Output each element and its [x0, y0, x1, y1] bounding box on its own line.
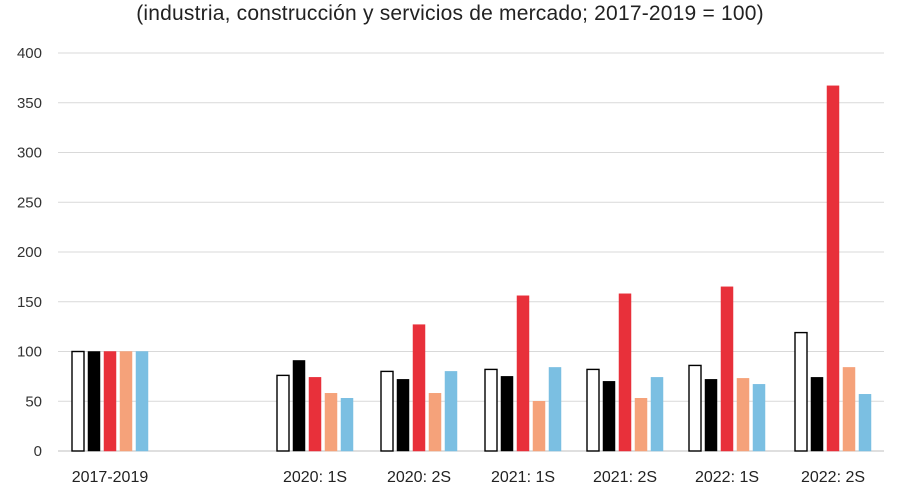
bar [308, 377, 322, 452]
bar [810, 377, 824, 452]
bar [532, 401, 546, 452]
bar [444, 371, 458, 452]
bar [586, 368, 600, 452]
bar [548, 367, 562, 452]
bar [484, 368, 498, 452]
bar [858, 394, 872, 452]
bar [103, 351, 117, 452]
bar [87, 351, 101, 452]
bar [602, 381, 616, 452]
bar [119, 351, 133, 452]
bar [412, 324, 426, 452]
chart-subtitle: (industria, construcción y servicios de … [136, 2, 764, 25]
bar [794, 331, 808, 452]
bar [618, 293, 632, 452]
bar [71, 350, 85, 452]
x-tick-label: 2020: 2S [387, 469, 451, 486]
bar [752, 384, 766, 452]
bar [634, 398, 648, 452]
bar [276, 374, 290, 452]
y-tick-label: 50 [25, 393, 42, 410]
bar [324, 393, 338, 452]
y-tick-label: 300 [17, 145, 42, 162]
x-tick-label: 2022: 2S [801, 469, 865, 486]
bar [826, 85, 840, 452]
y-tick-label: 150 [17, 294, 42, 311]
bar [380, 370, 394, 452]
bar [842, 367, 856, 452]
bar [500, 376, 514, 452]
bar [704, 379, 718, 452]
bar [135, 351, 149, 452]
x-tick-label: 2022: 1S [695, 469, 759, 486]
bar [650, 377, 664, 452]
bar [396, 379, 410, 452]
y-tick-label: 400 [17, 45, 42, 62]
bar [736, 378, 750, 452]
y-tick-label: 0 [34, 443, 42, 460]
y-tick-label: 100 [17, 344, 42, 361]
x-tick-label: 2020: 1S [283, 469, 347, 486]
bar [292, 360, 306, 452]
x-tick-label: 2017-2019 [72, 469, 149, 486]
bar [516, 295, 530, 452]
bar [340, 398, 354, 452]
bar [688, 364, 702, 452]
x-tick-label: 2021: 2S [593, 469, 657, 486]
y-tick-label: 350 [17, 95, 42, 112]
x-tick-label: 2021: 1S [491, 469, 555, 486]
bar [720, 286, 734, 452]
bar [428, 393, 442, 452]
y-tick-label: 200 [17, 244, 42, 261]
y-tick-label: 250 [17, 194, 42, 211]
